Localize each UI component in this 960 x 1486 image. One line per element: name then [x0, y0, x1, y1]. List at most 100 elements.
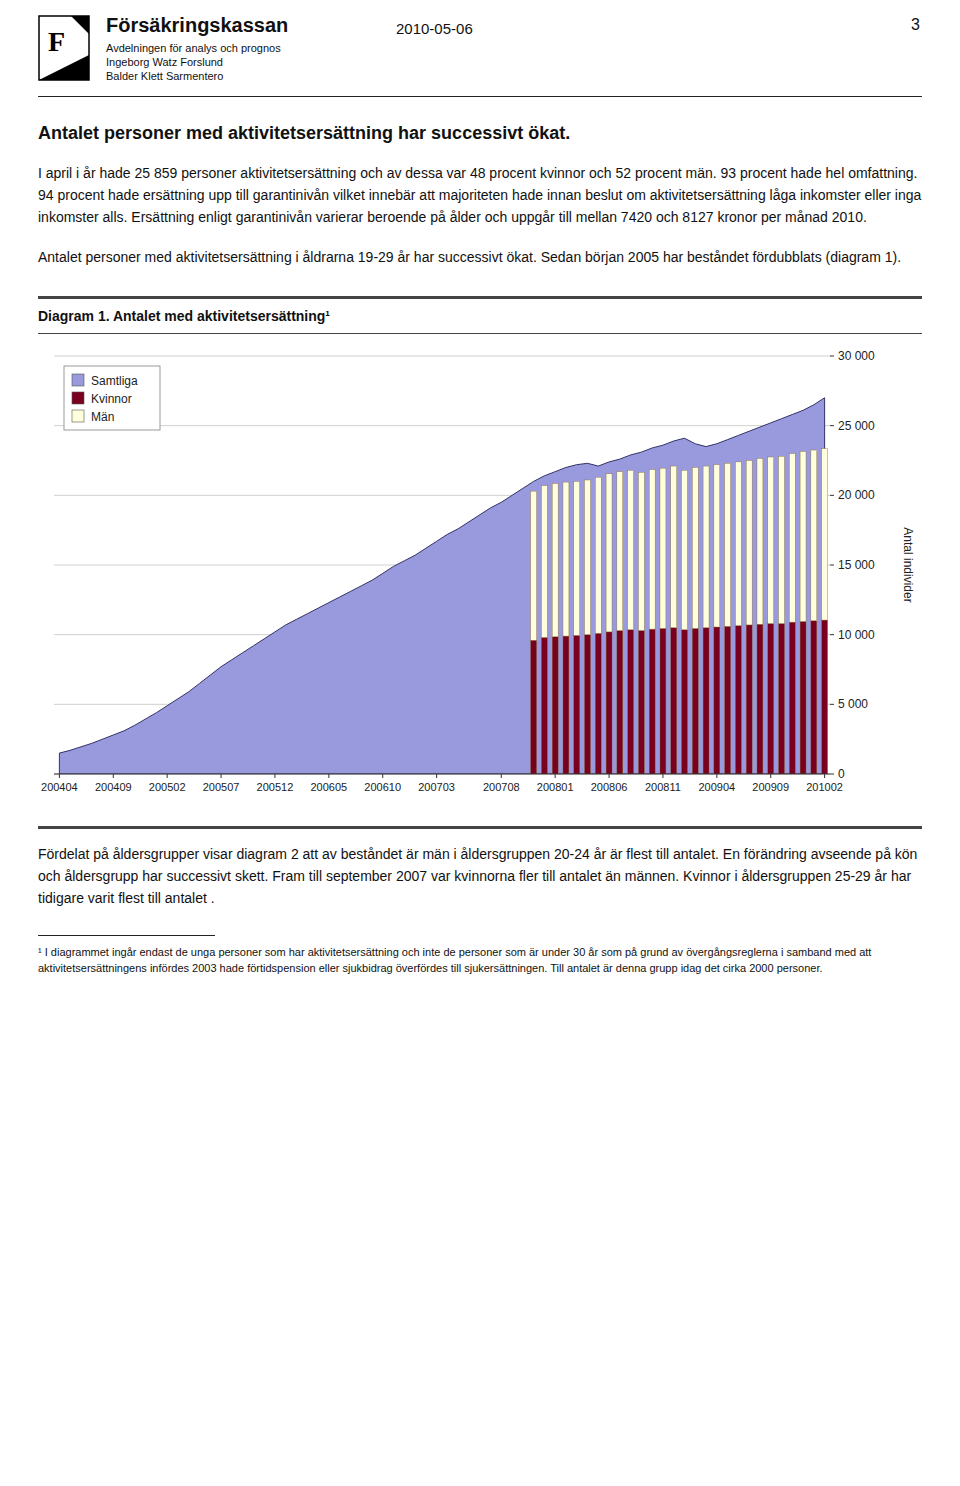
- bar: [660, 468, 666, 628]
- y-tick: [830, 425, 834, 426]
- bar: [714, 627, 720, 774]
- x-tick-label: 200512: [257, 781, 294, 793]
- x-tick-label: 200610: [364, 781, 401, 793]
- logo: F: [38, 15, 90, 81]
- bar: [638, 472, 644, 630]
- bar: [595, 477, 601, 633]
- bar: [779, 456, 785, 623]
- bar: [811, 621, 817, 774]
- bar: [574, 635, 580, 774]
- bar: [822, 620, 828, 774]
- bar: [552, 637, 558, 774]
- y-tick-label: 25 000: [838, 419, 875, 433]
- x-tick-label: 200904: [698, 781, 735, 793]
- x-tick-label: 200605: [310, 781, 347, 793]
- x-tick: [609, 774, 610, 778]
- page-number: 3: [911, 16, 920, 34]
- bar: [725, 463, 731, 626]
- bar: [541, 486, 547, 638]
- bar: [585, 480, 591, 635]
- x-tick-label: 201002: [806, 781, 843, 793]
- department: Avdelningen för analys och prognos: [106, 41, 376, 55]
- author: Balder Klett Sarmentero: [106, 69, 376, 83]
- x-tick-label: 200409: [95, 781, 132, 793]
- legend-box: [64, 366, 160, 430]
- bar: [617, 630, 623, 774]
- x-tick: [221, 774, 222, 778]
- x-tick-label: 200708: [483, 781, 520, 793]
- bar: [746, 625, 752, 774]
- legend-swatch: [72, 410, 84, 422]
- x-tick-label: 200502: [149, 781, 186, 793]
- bar: [735, 626, 741, 774]
- bar: [725, 626, 731, 774]
- logo-shape: [71, 16, 89, 34]
- x-tick: [716, 774, 717, 778]
- bar: [531, 640, 537, 774]
- y-tick-label: 10 000: [838, 628, 875, 642]
- bar: [552, 483, 558, 636]
- x-tick: [555, 774, 556, 778]
- bar: [800, 621, 806, 774]
- bar: [779, 624, 785, 774]
- bar: [671, 466, 677, 628]
- bar: [714, 465, 720, 627]
- x-tick-label: 200703: [418, 781, 455, 793]
- page: F Försäkringskassan Avdelningen för analys…: [0, 0, 960, 976]
- x-tick-label: 200811: [645, 781, 681, 793]
- bar: [800, 451, 806, 621]
- author: Ingeborg Watz Forslund: [106, 55, 376, 69]
- bar: [789, 622, 795, 774]
- header: F Försäkringskassan Avdelningen för analys…: [38, 0, 922, 97]
- bar: [595, 633, 601, 774]
- legend-label: Samtliga: [91, 374, 138, 388]
- x-tick-label: 200909: [752, 781, 789, 793]
- bar: [649, 470, 655, 630]
- bar: [757, 458, 763, 624]
- x-tick-label: 200801: [537, 781, 574, 793]
- y-tick: [830, 565, 834, 566]
- x-tick: [382, 774, 383, 778]
- bar: [649, 629, 655, 774]
- bar: [585, 635, 591, 774]
- legend-label: Män: [91, 410, 114, 424]
- logo-frame: [39, 16, 89, 80]
- y-tick-label: 0: [838, 767, 845, 781]
- y-axis: 05 00010 00015 00020 00025 00030 000Anta…: [830, 349, 915, 781]
- x-tick: [59, 774, 60, 778]
- footnote: ¹ I diagrammet ingår endast de unga pers…: [38, 944, 922, 976]
- date: 2010-05-06: [396, 20, 473, 37]
- grid-line: [54, 425, 830, 426]
- bar: [628, 630, 634, 774]
- bar: [606, 632, 612, 774]
- after-chart: Fördelat på åldersgrupper visar diagram …: [38, 826, 922, 909]
- bar: [606, 474, 612, 632]
- heading: Antalet personer med aktivitetsersättnin…: [38, 123, 922, 144]
- organization: Försäkringskassan: [106, 14, 376, 37]
- bar: [703, 466, 709, 628]
- bar: [746, 461, 752, 625]
- y-axis-label: Antal individer: [901, 527, 915, 602]
- bar: [822, 449, 828, 620]
- paragraph: Fördelat på åldersgrupper visar diagram …: [38, 843, 922, 909]
- y-tick-label: 30 000: [838, 349, 875, 363]
- y-tick: [830, 634, 834, 635]
- bar: [768, 457, 774, 624]
- plot-area: [59, 398, 827, 774]
- org-block: Försäkringskassan Avdelningen för analys …: [106, 14, 376, 83]
- bar: [692, 467, 698, 628]
- bar: [757, 624, 763, 774]
- x-tick: [770, 774, 771, 778]
- bar: [671, 628, 677, 774]
- bar: [789, 454, 795, 623]
- bar: [628, 470, 634, 630]
- logo-shape: [39, 55, 89, 80]
- chart-title: Diagram 1. Antalet med aktivitetsersättn…: [38, 296, 922, 334]
- bar: [682, 470, 688, 630]
- bar: [617, 472, 623, 631]
- footnote-rule: [38, 935, 215, 936]
- paragraph: I april i år hade 25 859 personer aktivi…: [38, 162, 922, 228]
- bar: [541, 637, 547, 774]
- bar: [660, 628, 666, 774]
- legend-label: Kvinnor: [91, 392, 132, 406]
